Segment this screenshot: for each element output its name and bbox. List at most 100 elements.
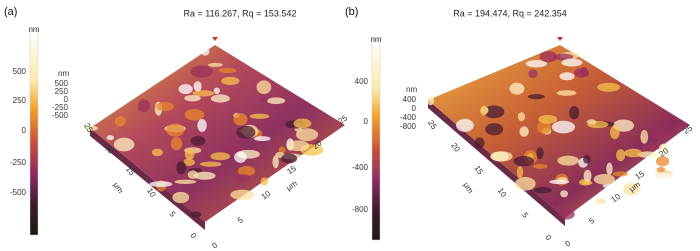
surface-feature xyxy=(650,172,675,179)
surface-feature xyxy=(553,53,574,61)
surface-feature xyxy=(174,179,197,184)
surface-feature xyxy=(480,105,488,116)
surface-feature xyxy=(551,120,575,134)
z-tick-label: 500 xyxy=(55,79,69,88)
surface-feature xyxy=(286,140,310,152)
colorbar xyxy=(371,39,381,241)
surface-feature xyxy=(609,125,620,140)
surface-feature xyxy=(256,80,272,94)
surface-feature xyxy=(192,90,215,97)
surface-feature xyxy=(178,84,193,95)
surface-feature xyxy=(612,171,628,177)
surface-feature xyxy=(199,161,222,167)
colorbar-unit: nm xyxy=(28,25,39,34)
surface-feature xyxy=(655,156,670,167)
surface-feature xyxy=(519,126,529,137)
x-tick-label: 10 xyxy=(610,192,623,205)
surface-side xyxy=(90,128,205,230)
surface-feature xyxy=(525,59,547,68)
panel-label: (b) xyxy=(345,6,358,18)
surface-feature xyxy=(281,153,298,164)
surface-feature xyxy=(190,65,214,78)
surface-feature xyxy=(597,82,621,92)
surface-feature xyxy=(593,173,615,185)
y-tick-label: 25 xyxy=(426,119,439,132)
y-tick-label: 5 xyxy=(520,211,530,220)
surface-feature xyxy=(583,154,591,164)
x-tick-label: 10 xyxy=(260,189,273,202)
surface-feature xyxy=(151,148,163,157)
colorbar-tick-label: -250 xyxy=(10,158,27,167)
z-tick-label: 400 xyxy=(403,95,417,104)
colorbar xyxy=(29,29,39,236)
surface-feature xyxy=(483,105,505,119)
surface-feature xyxy=(641,144,662,150)
surface-feature xyxy=(527,94,545,100)
surface-feature xyxy=(559,72,575,81)
surface-feature xyxy=(485,123,504,136)
surface-feature xyxy=(640,129,649,144)
surface-feature xyxy=(616,149,626,162)
surface-feature xyxy=(561,58,583,67)
surface-feature xyxy=(558,208,575,220)
colorbar-unit: nm xyxy=(370,35,381,44)
surface-feature xyxy=(201,47,210,56)
surface-feature xyxy=(528,69,538,79)
surface-feature xyxy=(234,174,251,182)
surface-feature xyxy=(233,112,248,126)
surface-feature xyxy=(491,151,509,162)
z-unit: nm xyxy=(58,69,69,78)
surface-feature xyxy=(184,148,195,160)
colorbar-tick-label: 250 xyxy=(13,96,27,105)
surface-feature xyxy=(187,170,199,179)
surface-feature xyxy=(516,166,524,179)
surface-feature xyxy=(656,167,666,172)
colorbar-tick-label: 0 xyxy=(22,126,27,135)
surface-feature xyxy=(513,156,535,167)
surface-feature xyxy=(106,135,114,141)
surface-feature xyxy=(253,136,271,142)
z-tick-label: 250 xyxy=(55,87,69,96)
surface-feature xyxy=(536,147,544,160)
surface-feature xyxy=(172,191,190,204)
apex-marker xyxy=(212,37,218,41)
z-tick-label: 0 xyxy=(412,104,417,113)
surface-feature xyxy=(427,96,435,106)
surface-feature xyxy=(549,179,570,185)
surface-feature xyxy=(624,148,643,158)
surface-feature xyxy=(293,118,312,129)
surface-feature xyxy=(569,106,580,120)
surface-feature xyxy=(533,164,548,169)
surface-feature xyxy=(114,115,126,127)
z-tick-label: -500 xyxy=(52,111,69,120)
surface-feature xyxy=(509,82,525,95)
surface-feature xyxy=(113,137,135,152)
colorbar-tick-label: -500 xyxy=(10,188,27,197)
y-unit: μm xyxy=(461,181,475,196)
colorbar-tick-label: 400 xyxy=(355,77,369,86)
panel-label: (a) xyxy=(4,6,17,18)
surface-feature xyxy=(539,51,558,63)
surface-feature xyxy=(184,94,201,102)
surface-feature xyxy=(249,113,270,119)
surface-feature xyxy=(650,130,672,139)
surface-feature xyxy=(182,158,196,166)
y-tick-label: 0 xyxy=(543,233,553,242)
surface-feature xyxy=(560,190,569,198)
surface-feature xyxy=(166,123,185,137)
panel: (a) Ra = 116.267, Rq = 153.542nm5002500-2… xyxy=(4,6,349,251)
surface-feature xyxy=(260,177,269,186)
surface-feature xyxy=(514,176,536,191)
surface-feature xyxy=(474,137,485,149)
surface-feature xyxy=(218,67,237,74)
surface-feature xyxy=(207,62,223,67)
y-tick-label: 15 xyxy=(472,164,485,177)
surface-feature xyxy=(190,136,206,146)
surface-feature xyxy=(234,151,247,163)
surface-feature xyxy=(595,198,606,205)
surface-feature xyxy=(221,76,240,86)
surface-feature xyxy=(149,181,173,188)
surface-feature xyxy=(557,155,579,166)
